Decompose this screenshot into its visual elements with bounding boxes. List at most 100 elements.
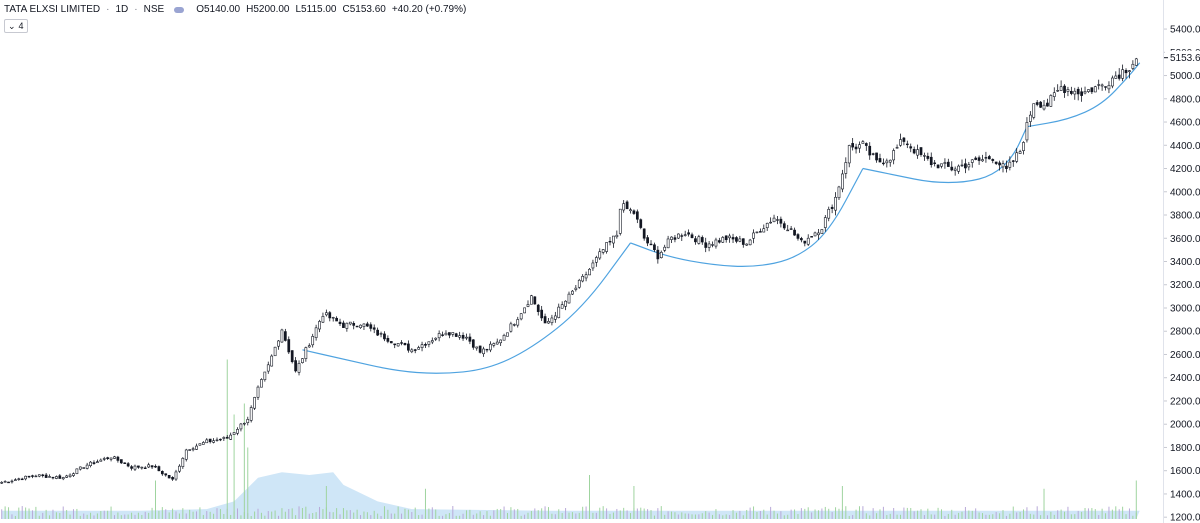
candle-body [495,341,499,345]
candle-body [253,397,256,409]
candle-body [820,229,824,234]
candle-body [536,304,540,312]
candle-body [581,276,585,282]
interval-label[interactable]: 1D [115,4,129,15]
chevron-down-icon: ⌄ [8,21,16,31]
axis-tick-label: 3800.00 [1170,211,1200,222]
candle-body [656,249,660,260]
candle-body [1117,74,1121,79]
candle-body [119,459,123,464]
candle-body [666,238,670,249]
candle-body [379,333,383,335]
candle-body [967,164,971,168]
candle-body [27,475,31,478]
indicators-toggle[interactable]: ⌄ 4 [4,19,28,33]
candle-body [704,242,708,248]
cup-curves [302,62,1141,374]
candle-body [85,464,89,469]
candle-body [270,355,274,367]
candle-body [239,423,243,430]
candle-body [882,162,885,165]
candle-body [567,293,571,304]
candle-body [1070,90,1073,94]
candle-body [301,358,304,363]
candle-body [933,162,937,164]
candle-body [670,236,673,240]
candle-body [512,324,516,326]
candle-body [475,346,479,349]
candle-body [307,345,311,348]
candle-body [31,475,34,477]
candle-body [246,419,250,423]
candle-body [383,333,386,340]
candle-body [1005,165,1008,169]
candle-body [130,466,133,469]
candle-body [530,295,533,305]
candle-body [1049,95,1053,107]
candle-body [950,166,954,171]
candle-body [629,209,632,212]
candle-body [78,466,82,470]
candle-body [485,348,489,351]
candle-body [17,478,21,480]
candle-body [434,337,438,340]
candle-body [14,479,17,481]
candle-body [612,235,615,244]
candle-body [690,234,694,239]
candle-body [266,364,270,372]
candle-body [721,237,725,243]
candle-body [800,238,803,241]
candle-body [912,149,916,154]
candle-body [72,473,75,476]
candle-body [451,332,455,335]
candle-body [1111,77,1114,87]
candle-body [219,438,222,441]
candle-body [407,343,410,351]
cup-curve [1026,62,1141,128]
volume-layer [1,359,1140,519]
candle-body [420,344,424,348]
candle-body [123,462,127,464]
candle-body [0,482,4,484]
candle-body [297,363,301,373]
candle-body [222,437,226,439]
candle-body [34,475,38,478]
candle-body [437,333,441,339]
candle-body [24,475,27,480]
candle-body [793,229,796,236]
candle-body [533,296,537,305]
candle-body [841,173,844,190]
candle-body [574,287,578,290]
candle-body [1032,103,1036,118]
candle-body [137,465,140,468]
candle-body [782,223,786,229]
candle-body [871,153,875,155]
candle-body [106,457,110,459]
axis-tick-label: 3000.00 [1170,303,1200,314]
axis-tick-label: 1200.00 [1170,513,1200,523]
candle-body [858,144,861,149]
candle-body [109,457,113,460]
candle-body [953,168,957,171]
candle-body [854,146,858,150]
candle-body [113,456,116,459]
candle-body [923,155,926,157]
candle-body [294,360,297,372]
candle-body [741,238,745,245]
candle-body [184,449,188,460]
candle-body [96,461,99,464]
candle-body [1121,69,1124,79]
candle-body [430,340,434,343]
candle-body [653,244,656,251]
axis-tick-label: 4800.00 [1170,94,1200,105]
candle-body [1131,63,1135,69]
series-visibility-icon[interactable] [174,6,185,13]
candle-body [99,459,103,462]
candle-body [236,429,239,434]
candle-body [283,331,287,341]
candle-body [827,208,831,219]
candle-body [386,338,390,342]
candle-body [304,347,308,359]
symbol-name[interactable]: TATA ELXSI LIMITED [4,4,101,15]
